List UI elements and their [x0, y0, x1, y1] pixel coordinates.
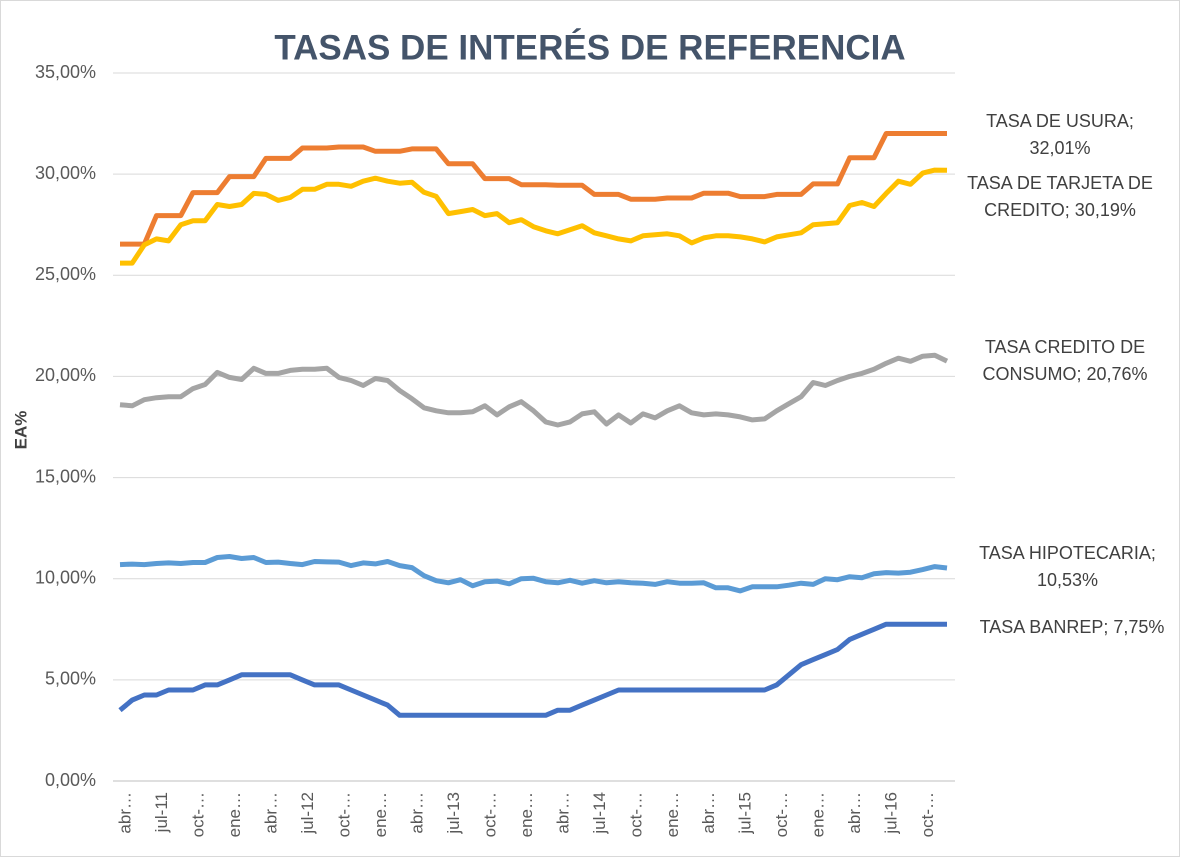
x-tick-label: jul-15 [736, 792, 755, 835]
x-tick-label: oct-… [772, 792, 791, 837]
x-tick-label: ene… [225, 792, 244, 837]
x-tick-label: abr… [699, 792, 718, 834]
x-tick-label: abr… [553, 792, 572, 834]
x-tick-label: jul-16 [882, 792, 901, 835]
data-label: TASA HIPOTECARIA; 10,53% [979, 543, 1156, 590]
x-tick-label: ene… [517, 792, 536, 837]
chart-title: TASAS DE INTERÉS DE REFERENCIA [274, 27, 905, 67]
data-label: TASA DE USURA; 32,01% [986, 111, 1134, 158]
x-tick-label: jul-14 [590, 792, 609, 835]
data-label: TASA BANREP; 7,75% [979, 617, 1165, 637]
x-tick-label: ene… [663, 792, 682, 837]
series-line [119, 352, 949, 428]
x-tick-label: ene… [809, 792, 828, 837]
x-tick-label: oct-… [188, 792, 207, 837]
y-tick-label: 5,00% [45, 669, 96, 689]
x-tick-label: abr… [261, 792, 280, 834]
y-tick-label: 0,00% [45, 770, 96, 790]
x-tick-label: jul-11 [152, 792, 171, 833]
x-tick-label: jul-13 [444, 792, 463, 835]
x-tick-label: abr… [845, 792, 864, 834]
x-tick-label: oct-… [480, 792, 499, 837]
x-tick-label: oct-… [626, 792, 645, 837]
x-tick-label: jul-12 [298, 792, 317, 835]
series-line [119, 554, 948, 594]
y-tick-label: 25,00% [35, 264, 96, 284]
x-tick-label: oct-… [918, 792, 937, 837]
data-label: TASA DE TARJETA DE CREDITO; 30,19% [967, 173, 1153, 220]
x-tick-label: abr… [115, 792, 134, 834]
y-tick-label: 10,00% [35, 567, 96, 587]
data-label: TASA CREDITO DE CONSUMO; 20,76% [982, 337, 1148, 384]
series-line [120, 167, 948, 266]
y-tick-label: 30,00% [35, 163, 96, 183]
y-tick-label: 35,00% [35, 62, 96, 82]
x-tick-label: ene… [371, 792, 390, 837]
x-tick-label: oct-… [334, 792, 353, 837]
x-tick-label: abr… [407, 792, 426, 834]
y-tick-label: 20,00% [35, 365, 96, 385]
series-line [120, 131, 947, 247]
series-line [118, 621, 947, 718]
y-tick-label: 15,00% [35, 466, 96, 486]
y-axis-label: EA% [11, 411, 30, 450]
